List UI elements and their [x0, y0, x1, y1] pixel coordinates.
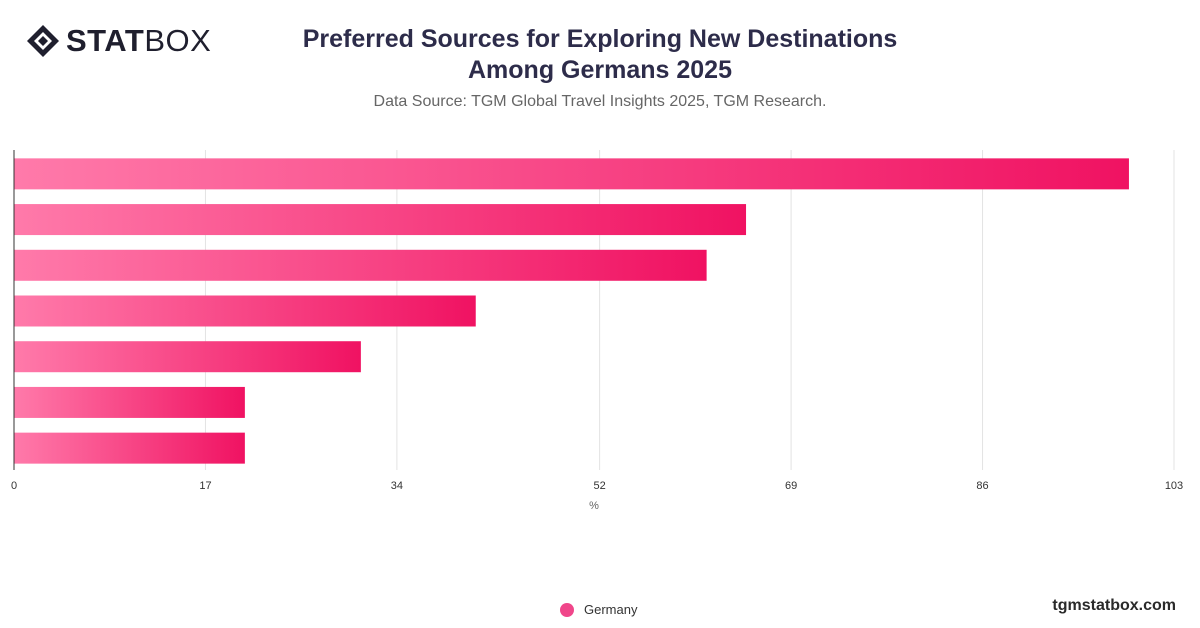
legend-label-germany: Germany	[584, 602, 638, 617]
x-tick-label-0: 0	[11, 480, 17, 492]
x-axis-title: %	[589, 500, 599, 512]
statbox-logo: STATBOX	[26, 24, 211, 58]
bar-6[interactable]	[14, 432, 245, 464]
bar-4[interactable]	[14, 341, 361, 373]
bar-3[interactable]	[14, 295, 476, 327]
x-tick-label-1: 17	[199, 480, 211, 492]
logo-bold-text: STAT	[66, 23, 145, 58]
bar-0[interactable]	[14, 158, 1129, 190]
footer-url[interactable]: tgmstatbox.com	[1052, 597, 1176, 614]
bar-5[interactable]	[14, 386, 245, 418]
chart-title-line1: Preferred Sources for Exploring New Dest…	[302, 25, 898, 53]
x-tick-label-5: 86	[976, 480, 988, 492]
logo-light-text: BOX	[144, 23, 212, 58]
chart-title-line2: Among Germans 2025	[468, 56, 732, 84]
legend-marker-germany	[560, 602, 574, 617]
chart-subtitle: Data Source: TGM Global Travel Insights …	[373, 93, 827, 110]
bar-2[interactable]	[14, 249, 707, 281]
bar-chart: 0 17 34 52 69 86 103 %	[11, 150, 1183, 512]
x-tick-label-4: 69	[785, 480, 797, 492]
x-tick-label-6: 103	[1165, 480, 1183, 492]
x-axis-ticks: 0 17 34 52 69 86 103	[11, 480, 1183, 492]
legend[interactable]: Germany	[560, 602, 637, 617]
bar-1[interactable]	[14, 204, 747, 236]
logo-wordmark: STATBOX	[66, 24, 211, 58]
x-tick-label-2: 34	[391, 480, 403, 492]
chart-title: Preferred Sources for Exploring New Dest…	[250, 24, 950, 86]
x-tick-label-3: 52	[594, 480, 606, 492]
bars	[14, 158, 1129, 464]
statbox-diamond-icon	[27, 25, 59, 57]
